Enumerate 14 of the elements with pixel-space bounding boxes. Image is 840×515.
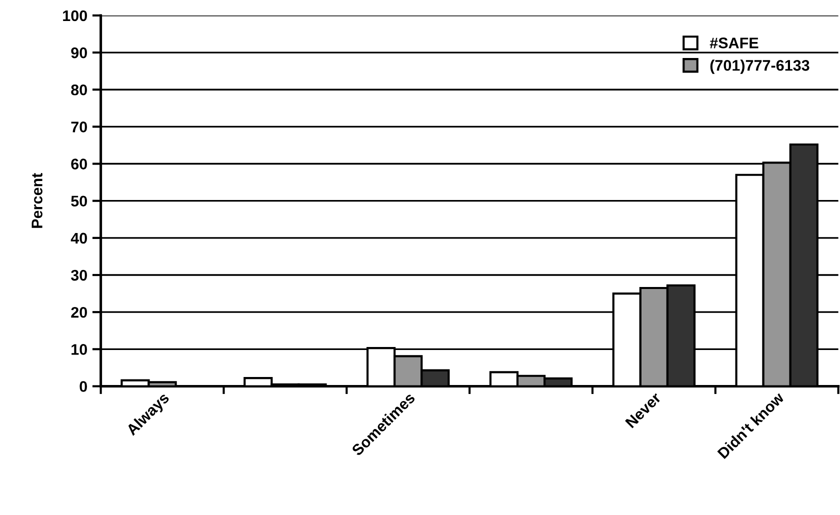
y-tick-label: 80 — [71, 84, 87, 96]
y-tick-label: 10 — [72, 344, 87, 355]
y-tick-label: 0 — [80, 381, 87, 392]
y-tick-label: 20 — [71, 306, 87, 318]
legend-label: (701)777-6133 — [710, 60, 810, 74]
y-tick-label: 60 — [71, 158, 87, 170]
y-tick-label: 100 — [63, 10, 87, 22]
y-tick-label: 40 — [70, 232, 87, 244]
y-tick-label: 90 — [71, 47, 87, 58]
y-tick-label: 50 — [71, 196, 87, 207]
y-tick-label: 70 — [71, 122, 87, 132]
y-axis-title: Percent — [32, 173, 42, 228]
legend-label: #SAFE — [710, 38, 758, 48]
y-tick-label: 30 — [70, 270, 87, 281]
